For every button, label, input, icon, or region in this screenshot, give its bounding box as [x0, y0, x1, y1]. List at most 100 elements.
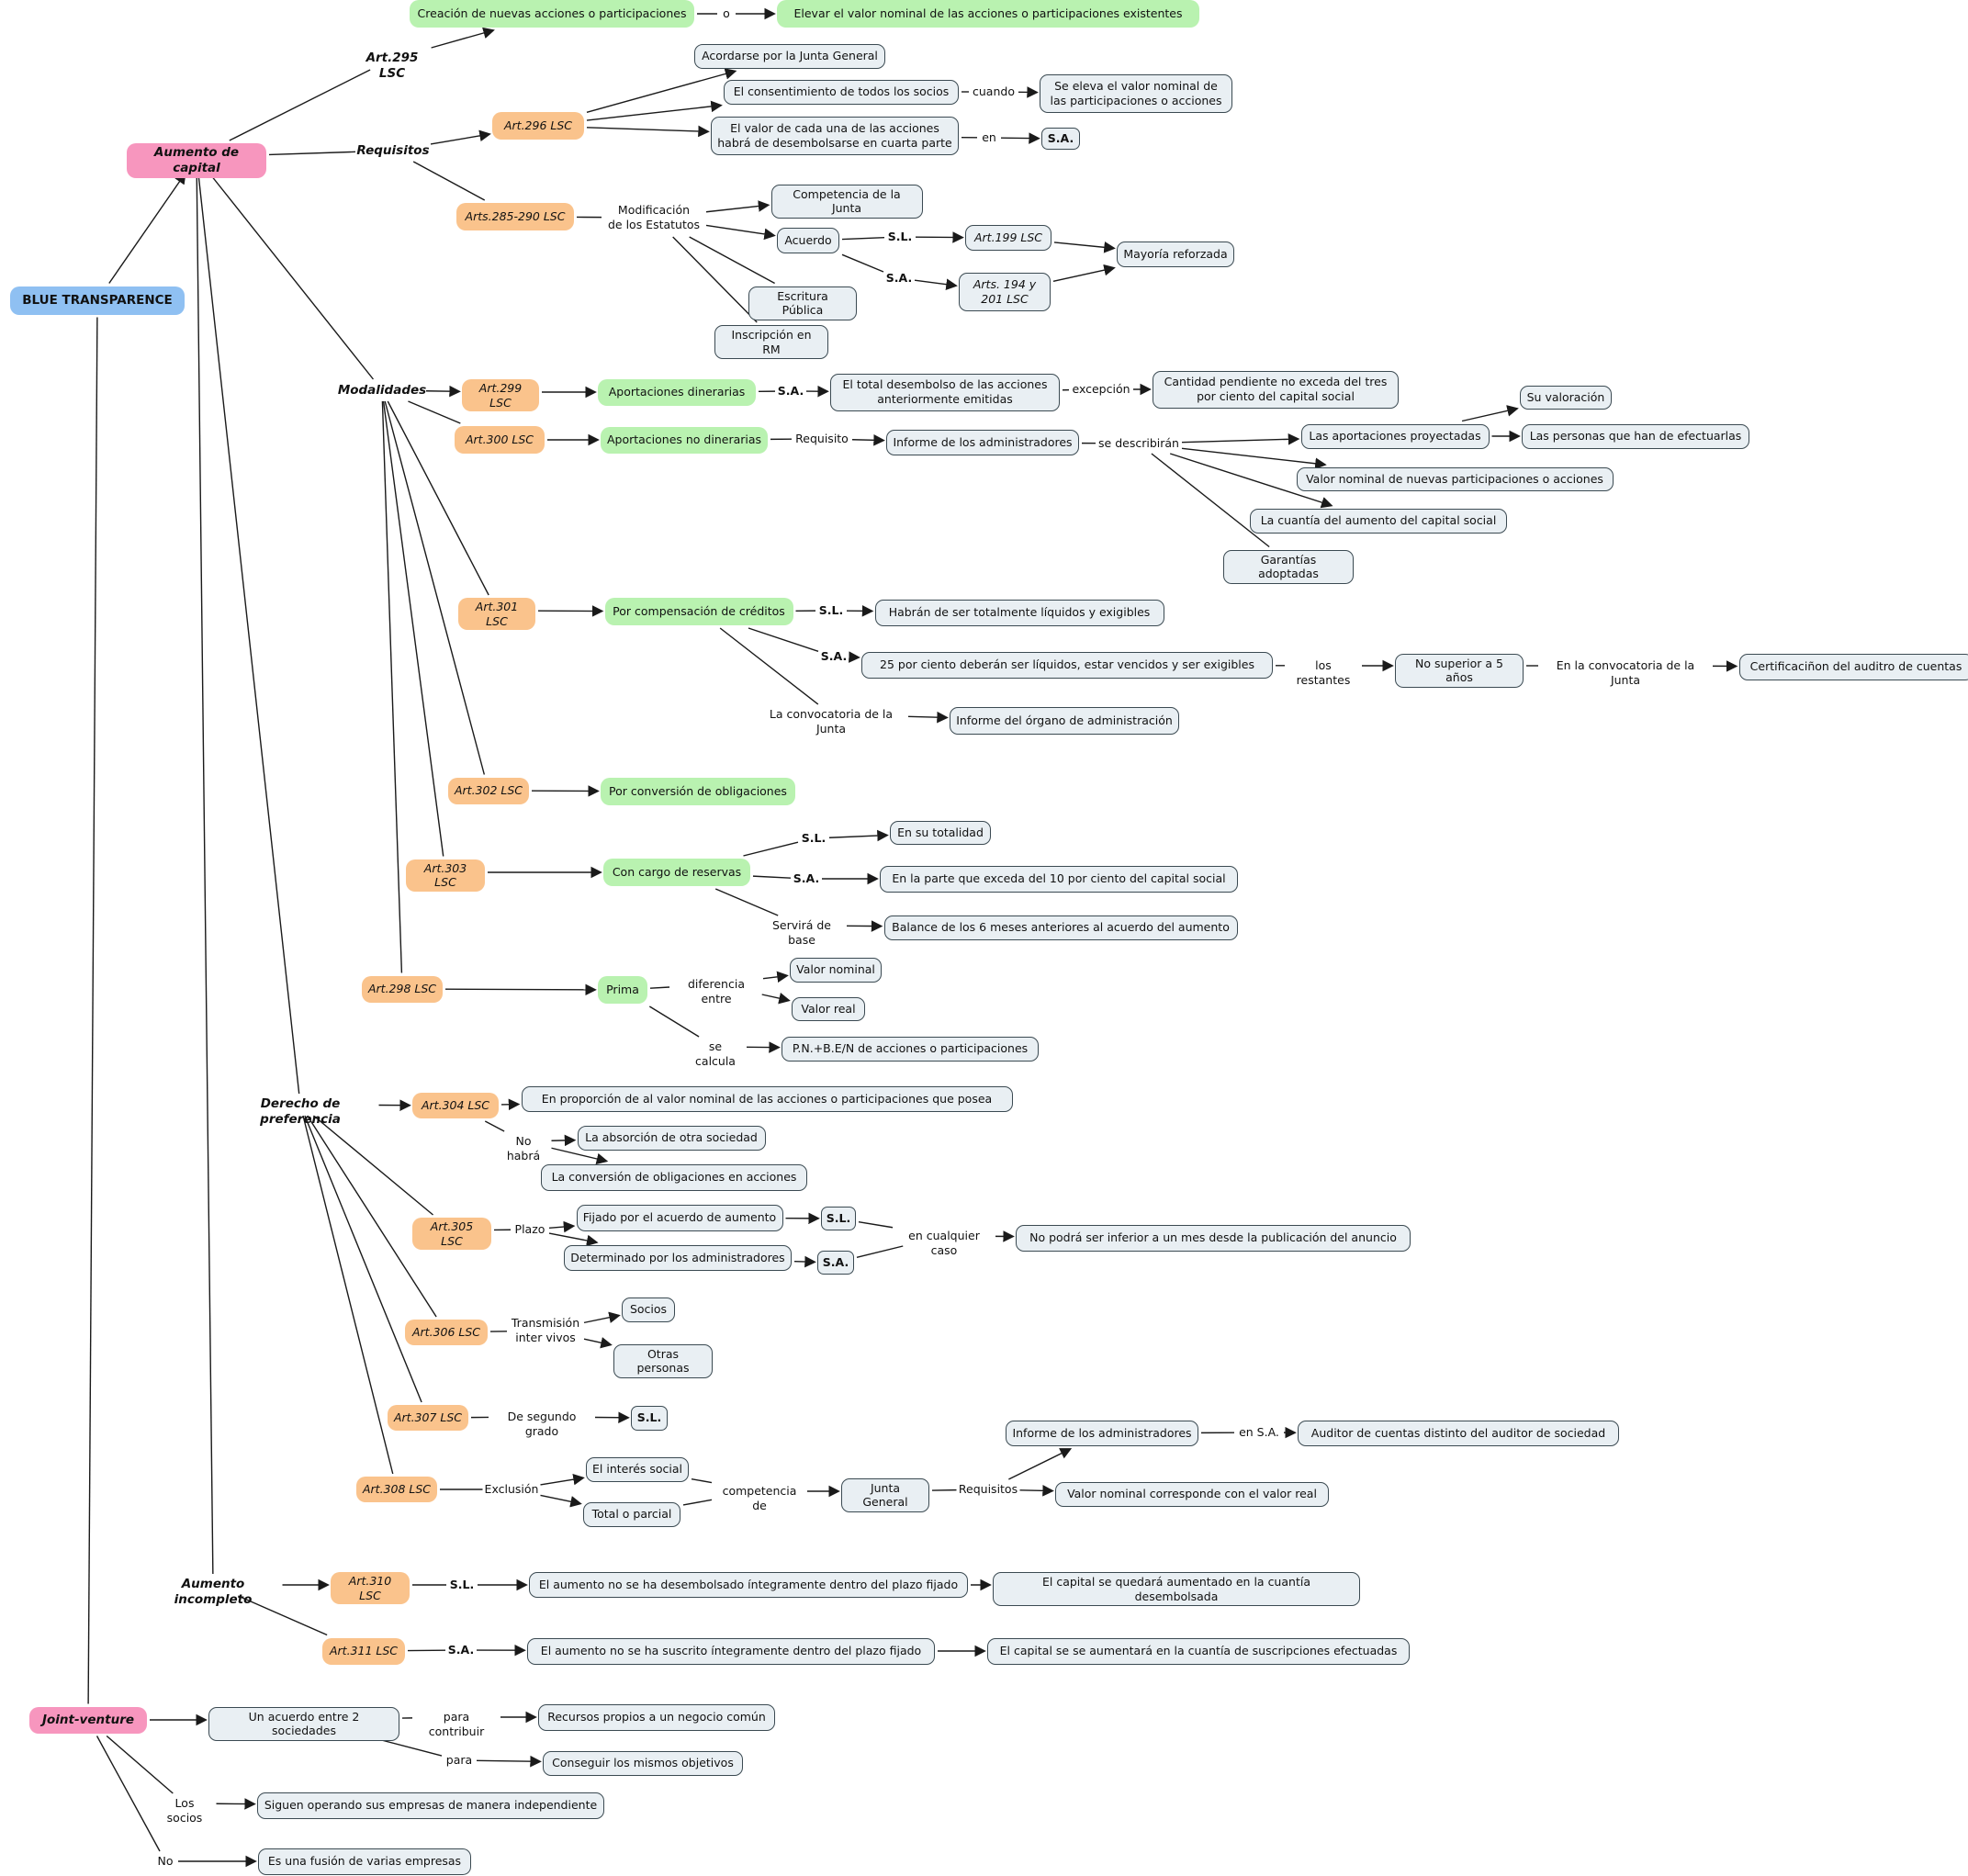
node-x_nopodra[interactable]: No podrá ser inferior a un mes desde la … [1016, 1224, 1411, 1252]
node-h_derecho[interactable]: Derecho de preferencia [260, 1096, 341, 1127]
node-o_302[interactable]: Art.302 LSC [448, 777, 529, 804]
node-x_conversion_obl[interactable]: La conversión de obligaciones en accione… [541, 1163, 807, 1191]
node-x_recursos[interactable]: Recursos propios a un negocio común [538, 1703, 775, 1731]
node-o_301[interactable]: Art.301 LSC [458, 598, 535, 631]
node-g_creacion[interactable]: Creación de nuevas acciones o participac… [410, 0, 694, 28]
node-g_conv[interactable]: Por conversión de obligaciones [601, 778, 795, 805]
node-x_enproporcion[interactable]: En proporción de al valor nominal de las… [521, 1086, 1013, 1112]
node-l_encualquier[interactable]: en cualquier caso [908, 1229, 980, 1257]
node-l_paracontrib[interactable]: para contribuir [428, 1710, 485, 1738]
node-l_laconv[interactable]: La convocatoria de la Junta [769, 707, 894, 736]
node-o_285[interactable]: Arts.285-290 LSC [456, 203, 574, 230]
node-l_sa299[interactable]: S.A. [777, 384, 804, 399]
node-o_296[interactable]: Art.296 LSC [492, 112, 584, 140]
node-l_sa1[interactable]: S.A. [885, 271, 913, 286]
node-x_mayoria[interactable]: Mayoría reforzada [1117, 242, 1234, 267]
node-o_311[interactable]: Art.311 LSC [322, 1637, 405, 1665]
node-x_capital_quedara[interactable]: El capital se quedará aumentado en la cu… [993, 1572, 1360, 1607]
node-l_dif[interactable]: diferencia entre [688, 977, 745, 1005]
node-l_requisitos308[interactable]: Requisitos [958, 1482, 1018, 1497]
node-s_sl305[interactable]: S.L. [821, 1207, 856, 1230]
node-o_304[interactable]: Art.304 LSC [412, 1093, 499, 1118]
node-x_fusion[interactable]: Es una fusión de varias empresas [258, 1848, 471, 1875]
node-x_conseguir[interactable]: Conseguir los mismos objetivos [543, 1750, 743, 1776]
node-x_balance[interactable]: Balance de los 6 meses anteriores al acu… [883, 915, 1238, 940]
node-h_modalidades[interactable]: Modalidades [337, 382, 427, 398]
node-x_auditor[interactable]: Auditor de cuentas distinto del auditor … [1298, 1421, 1619, 1446]
node-x_habran[interactable]: Habrán de ser totalmente líquidos y exig… [874, 599, 1164, 626]
node-l_en[interactable]: en [982, 130, 996, 145]
node-x_absorcion[interactable]: La absorción de otra sociedad [577, 1125, 766, 1151]
node-x_valornominal[interactable]: Valor nominal [790, 957, 882, 983]
node-l_modif[interactable]: Modificación de los Estatutos [607, 203, 701, 231]
node-x_cantidad[interactable]: Cantidad pendiente no exceda del tres po… [1153, 370, 1399, 409]
node-g_prima[interactable]: Prima [598, 976, 647, 1004]
node-x_consent[interactable]: El consentimiento de todos los socios [724, 79, 959, 105]
node-l_excepcion[interactable]: excepción [1072, 382, 1130, 397]
node-x_acuerdo2[interactable]: Un acuerdo entre 2 sociedades [208, 1706, 399, 1741]
node-o_300[interactable]: Art.300 LSC [455, 426, 545, 454]
node-l_o[interactable]: o [723, 6, 730, 21]
node-g_comp[interactable]: Por compensación de créditos [604, 598, 793, 625]
node-x_cuantia[interactable]: La cuantía del aumento del capital socia… [1250, 508, 1507, 534]
node-l_enlaconv[interactable]: En la convocatoria de la Junta [1556, 658, 1695, 687]
node-x_informe_adm[interactable]: Informe de los administradores [886, 430, 1079, 455]
node-x_determinado[interactable]: Determinado por los administradores [564, 1245, 792, 1271]
node-s_sl307[interactable]: S.L. [631, 1405, 668, 1431]
node-x_certific[interactable]: Certificaciñon del auditro de cuentas [1738, 653, 1968, 680]
node-x_ensutotalidad[interactable]: En su totalidad [890, 821, 991, 845]
node-x_siguen[interactable]: Siguen operando sus empresas de manera i… [257, 1792, 604, 1819]
node-x_garantias[interactable]: Garantías adoptadas [1223, 549, 1354, 584]
node-o_299[interactable]: Art.299 LSC [462, 379, 539, 412]
node-l_requisito[interactable]: Requisito [795, 432, 849, 446]
node-x_totalparcial[interactable]: Total o parcial [583, 1501, 680, 1527]
node-l_sl303[interactable]: S.L. [801, 831, 827, 846]
node-x_personas[interactable]: Las personas que han de efectuarlas [1522, 423, 1749, 449]
node-x_inscripcion[interactable]: Inscripción en RM [714, 325, 828, 360]
node-l_no[interactable]: No [157, 1854, 174, 1869]
node-l_transmision[interactable]: Transmisión inter vivos [511, 1316, 580, 1344]
node-o_305[interactable]: Art.305 LSC [412, 1218, 491, 1251]
node-x_valornom_corresponde[interactable]: Valor nominal corresponde con el valor r… [1055, 1481, 1329, 1507]
node-x_total_desembolso[interactable]: El total desembolso de las acciones ante… [830, 373, 1060, 411]
node-o_303[interactable]: Art.303 LSC [406, 859, 485, 892]
node-p_joint[interactable]: Joint-venture [29, 1706, 147, 1734]
node-x_199[interactable]: Art.199 LSC [965, 225, 1051, 251]
node-o_308[interactable]: Art.308 LSC [356, 1477, 437, 1502]
node-h_requisitos[interactable]: Requisitos [356, 142, 430, 158]
node-l_losrestantes[interactable]: los restantes [1296, 658, 1351, 687]
node-l_lossocios[interactable]: Los socios [166, 1796, 203, 1825]
node-x_junta[interactable]: Junta General [841, 1477, 929, 1512]
node-x_valorreal[interactable]: Valor real [792, 997, 865, 1021]
node-l_nohabra[interactable]: No habrá [506, 1134, 541, 1163]
node-l_sl1[interactable]: S.L. [887, 230, 913, 244]
node-x_escritura[interactable]: Escritura Pública [748, 286, 857, 320]
node-l_secalcula[interactable]: se calcula [695, 1039, 736, 1068]
node-b_blue[interactable]: BLUE TRANSPARENCE [10, 286, 185, 315]
node-l_sl301[interactable]: S.L. [818, 603, 844, 618]
node-l_sl310[interactable]: S.L. [449, 1578, 475, 1592]
node-x_competencia[interactable]: Competencia de la Junta [770, 184, 923, 219]
node-x_aum_desembolsado[interactable]: El aumento no se ha desembolsado íntegra… [529, 1572, 968, 1598]
node-l_exclusion[interactable]: Exclusión [484, 1482, 539, 1497]
node-x_pn[interactable]: P.N.+B.E/N de acciones o participaciones [782, 1036, 1039, 1062]
node-l_para[interactable]: para [445, 1753, 473, 1768]
node-x_su_valoracion[interactable]: Su valoración [1520, 386, 1612, 410]
node-p_aumento[interactable]: Aumento de capital [127, 143, 266, 178]
node-g_apdin[interactable]: Aportaciones dinerarias [598, 378, 756, 406]
node-x_25[interactable]: 25 por ciento deberán ser líquidos, esta… [861, 651, 1273, 679]
node-o_306[interactable]: Art.306 LSC [405, 1320, 488, 1345]
node-l_desegundo[interactable]: De segundo grado [507, 1410, 577, 1438]
node-x_acuerdo[interactable]: Acuerdo [777, 228, 839, 253]
node-x_acordarse[interactable]: Acordarse por la Junta General [694, 43, 885, 69]
node-g_elevar[interactable]: Elevar el valor nominal de las acciones … [777, 0, 1199, 28]
node-x_enlaparte[interactable]: En la parte que exceda del 10 por ciento… [880, 865, 1238, 893]
node-h_incompleto[interactable]: Aumento incompleto [174, 1577, 253, 1607]
node-l_sa311[interactable]: S.A. [447, 1643, 475, 1657]
node-o_307[interactable]: Art.307 LSC [388, 1405, 468, 1431]
node-x_aum_suscrito[interactable]: El aumento no se ha suscrito íntegrament… [527, 1637, 935, 1665]
node-s_sa1[interactable]: S.A. [1041, 128, 1080, 150]
node-g_reservas[interactable]: Con cargo de reservas [603, 859, 750, 886]
node-x_seeleva[interactable]: Se eleva el valor nominal de las partici… [1040, 74, 1232, 113]
node-x_capital_aumentara[interactable]: El capital se se aumentará en la cuantía… [987, 1637, 1410, 1665]
